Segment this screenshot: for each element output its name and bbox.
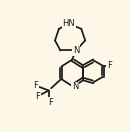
Text: N: N [72, 82, 78, 91]
Text: HN: HN [63, 19, 75, 28]
Text: F: F [48, 98, 53, 107]
Text: F: F [35, 92, 40, 101]
Text: F: F [107, 61, 112, 70]
Text: N: N [73, 46, 79, 55]
Text: F: F [33, 81, 38, 90]
